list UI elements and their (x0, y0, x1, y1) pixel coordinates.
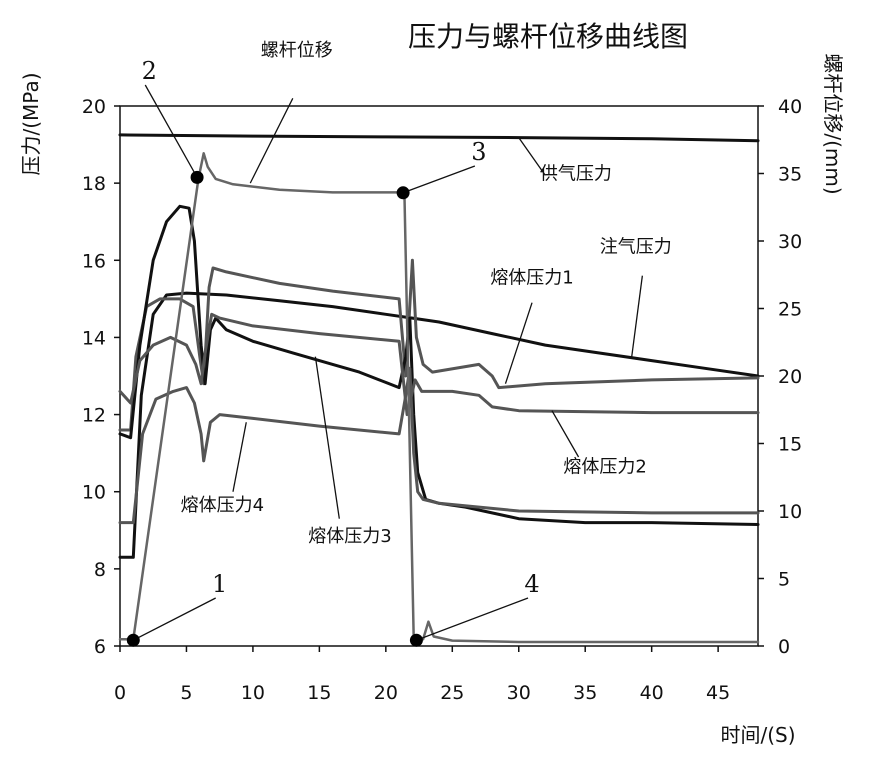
annotation-label-熔体压力2: 熔体压力2 (563, 456, 646, 477)
x-axis-ticks: 0 5 10 15 20 25 30 35 40 45 (114, 646, 730, 704)
x-tick-label: 45 (706, 682, 730, 704)
annotation-leader (631, 275, 644, 357)
y-left-tick-label: 8 (94, 559, 106, 581)
x-tick-label: 25 (440, 682, 464, 704)
marker-dot-3 (396, 186, 410, 200)
y-right-tick-label: 5 (778, 569, 790, 591)
x-tick-label: 0 (114, 682, 126, 704)
annotation-label-熔体压力1: 熔体压力1 (490, 267, 573, 288)
x-tick-label: 10 (241, 682, 265, 704)
y-left-tick-label: 18 (82, 173, 106, 195)
y-right-tick-label: 15 (778, 434, 802, 456)
y-left-axis-ticks: 6 8 10 12 14 16 18 20 (82, 96, 120, 658)
marker-dot-4 (409, 633, 423, 647)
marker-label-1: 1 (212, 570, 227, 598)
series-line-螺杆位移 (118, 152, 760, 644)
series-line-供气压力 (118, 133, 760, 143)
marker-layer: 1 2 3 4 (126, 57, 540, 647)
marker-leader (402, 165, 476, 194)
annotation-label-螺杆位移: 螺杆位移 (261, 40, 333, 61)
annotation-label-熔体压力3: 熔体压力3 (308, 526, 391, 547)
y-left-tick-label: 20 (82, 96, 106, 118)
x-tick-label: 40 (640, 682, 664, 704)
marker-label-2: 2 (142, 57, 157, 85)
annotation-leader (314, 356, 340, 519)
annotation-label-供气压力: 供气压力 (540, 163, 612, 184)
series-line-熔体压力1 (118, 258, 760, 432)
x-tick-label: 30 (507, 682, 531, 704)
x-tick-label: 15 (307, 682, 331, 704)
y-right-tick-label: 25 (778, 299, 802, 321)
annotation-leader (232, 422, 247, 492)
marker-dot-1 (126, 633, 140, 647)
y-right-axis-title: 螺杆位移/(mm) (821, 53, 845, 194)
y-left-tick-label: 6 (94, 636, 106, 658)
y-right-tick-label: 20 (778, 366, 802, 388)
chart-title: 压力与螺杆位移曲线图 (408, 20, 688, 53)
y-right-tick-label: 40 (778, 96, 802, 118)
marker-leader (132, 597, 216, 641)
x-axis-title: 时间/(S) (720, 723, 795, 747)
y-right-axis-ticks: 0 5 10 15 20 25 30 35 40 (758, 96, 802, 658)
marker-leader (416, 597, 529, 641)
annotation-leader (249, 97, 294, 184)
marker-label-4: 4 (524, 570, 539, 598)
y-left-axis-title: 压力/(MPa) (19, 72, 43, 175)
y-left-tick-label: 10 (82, 482, 106, 504)
annotation-leader (518, 137, 546, 176)
annotation-label-熔体压力4: 熔体压力4 (181, 495, 264, 516)
y-right-tick-label: 30 (778, 231, 802, 253)
y-left-tick-label: 12 (82, 405, 106, 427)
y-left-tick-label: 16 (82, 250, 106, 272)
y-left-tick-label: 14 (82, 327, 106, 349)
y-right-tick-label: 0 (778, 636, 790, 658)
y-right-tick-label: 10 (778, 501, 802, 523)
marker-dot-2 (190, 170, 204, 184)
y-right-tick-label: 35 (778, 164, 802, 186)
annotation-leader (551, 410, 580, 458)
annotation-label-注气压力: 注气压力 (600, 237, 672, 258)
marker-label-3: 3 (471, 138, 486, 166)
series-line-注气压力 (118, 291, 760, 559)
marker-leader (144, 84, 198, 178)
series-layer (118, 133, 760, 644)
x-tick-label: 35 (573, 682, 597, 704)
plot-frame (119, 105, 759, 647)
annotation-leader (504, 302, 533, 384)
series-line-熔体压力2 (118, 312, 760, 417)
x-tick-label: 5 (180, 682, 192, 704)
x-tick-label: 20 (374, 682, 398, 704)
